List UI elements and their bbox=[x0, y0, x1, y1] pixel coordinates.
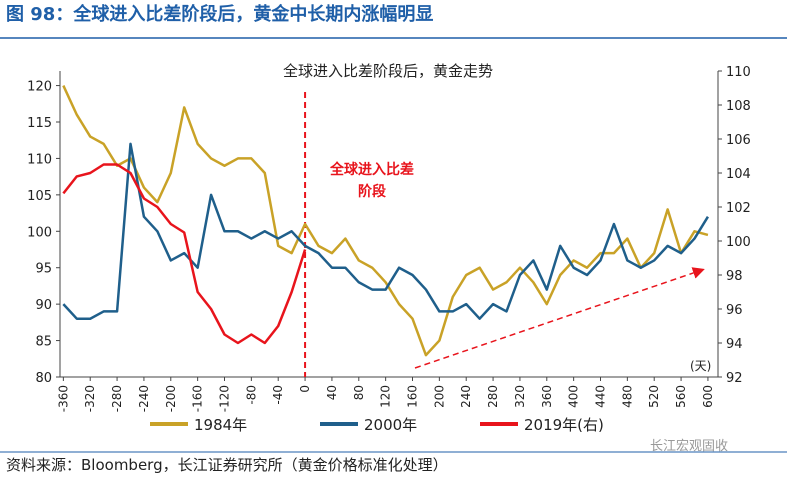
x-tick-label: -280 bbox=[110, 385, 124, 412]
x-tick-label: -240 bbox=[137, 385, 151, 412]
y2-tick-label: 96 bbox=[726, 303, 743, 318]
x-tick-label: 240 bbox=[459, 385, 473, 408]
y2-tick-label: 104 bbox=[726, 167, 751, 182]
y-tick-label: 90 bbox=[35, 298, 52, 313]
chart-title: 图 98：全球进入比差阶段后，黄金中长期内涨幅明显 bbox=[6, 3, 433, 25]
source: 资料来源：Bloomberg，长江证券研究所（黄金价格标准化处理） bbox=[6, 456, 448, 474]
y-tick-label: 120 bbox=[27, 80, 52, 95]
y-tick-label: 100 bbox=[27, 225, 52, 240]
y-tick-label: 115 bbox=[27, 116, 52, 131]
x-tick-label: -320 bbox=[83, 385, 97, 412]
series-line bbox=[62, 142, 709, 320]
x-tick-label: 560 bbox=[674, 385, 688, 408]
y-tick-label: 80 bbox=[35, 371, 52, 386]
x-tick-label: -40 bbox=[271, 385, 285, 405]
y2-tick-label: 92 bbox=[726, 371, 743, 386]
chart-subtitle: 全球进入比差阶段后，黄金走势 bbox=[283, 62, 493, 80]
x-tick-label: -160 bbox=[191, 385, 205, 412]
x-tick-label: -200 bbox=[164, 385, 178, 412]
x-tick-label: -120 bbox=[218, 385, 232, 412]
y2-tick-label: 100 bbox=[726, 235, 751, 250]
series-line bbox=[62, 163, 307, 345]
y-tick-label: 85 bbox=[35, 335, 52, 350]
y2-tick-label: 106 bbox=[726, 133, 751, 148]
legend-label: 2000年 bbox=[364, 416, 417, 434]
x-tick-label: 80 bbox=[352, 385, 366, 400]
x-tick-label: 280 bbox=[486, 385, 500, 408]
annotation: 全球进入比差 bbox=[329, 161, 414, 178]
series-line bbox=[62, 85, 709, 357]
y-tick-label: 95 bbox=[35, 262, 52, 277]
x-tick-label: 160 bbox=[406, 385, 420, 408]
x-tick-label: 520 bbox=[647, 385, 661, 408]
x-tick-label: 360 bbox=[540, 385, 554, 408]
x-tick-label: 120 bbox=[379, 385, 393, 408]
x-tick-label: 40 bbox=[325, 385, 339, 400]
legend-label: 1984年 bbox=[194, 416, 247, 434]
y2-tick-label: 110 bbox=[726, 65, 751, 80]
y-tick-label: 110 bbox=[27, 152, 52, 167]
x-unit: (天) bbox=[690, 359, 711, 373]
y-tick-label: 105 bbox=[27, 189, 52, 204]
y2-tick-label: 102 bbox=[726, 201, 751, 216]
x-tick-label: 440 bbox=[594, 385, 608, 408]
x-tick-label: 320 bbox=[513, 385, 527, 408]
x-tick-label: 480 bbox=[620, 385, 634, 408]
x-tick-label: -360 bbox=[56, 385, 70, 412]
x-tick-label: -80 bbox=[244, 385, 258, 405]
x-tick-label: 0 bbox=[298, 385, 312, 393]
y2-tick-label: 94 bbox=[726, 337, 743, 352]
y2-tick-label: 108 bbox=[726, 99, 751, 114]
x-tick-label: 200 bbox=[432, 385, 446, 408]
x-tick-label: 400 bbox=[567, 385, 581, 408]
legend-label: 2019年(右) bbox=[524, 416, 604, 434]
x-tick-label: 600 bbox=[701, 385, 715, 408]
watermark: 长江宏观固收 bbox=[650, 439, 728, 454]
y2-tick-label: 98 bbox=[726, 269, 743, 284]
trend-arrow bbox=[414, 267, 705, 369]
annotation: 阶段 bbox=[358, 183, 386, 200]
